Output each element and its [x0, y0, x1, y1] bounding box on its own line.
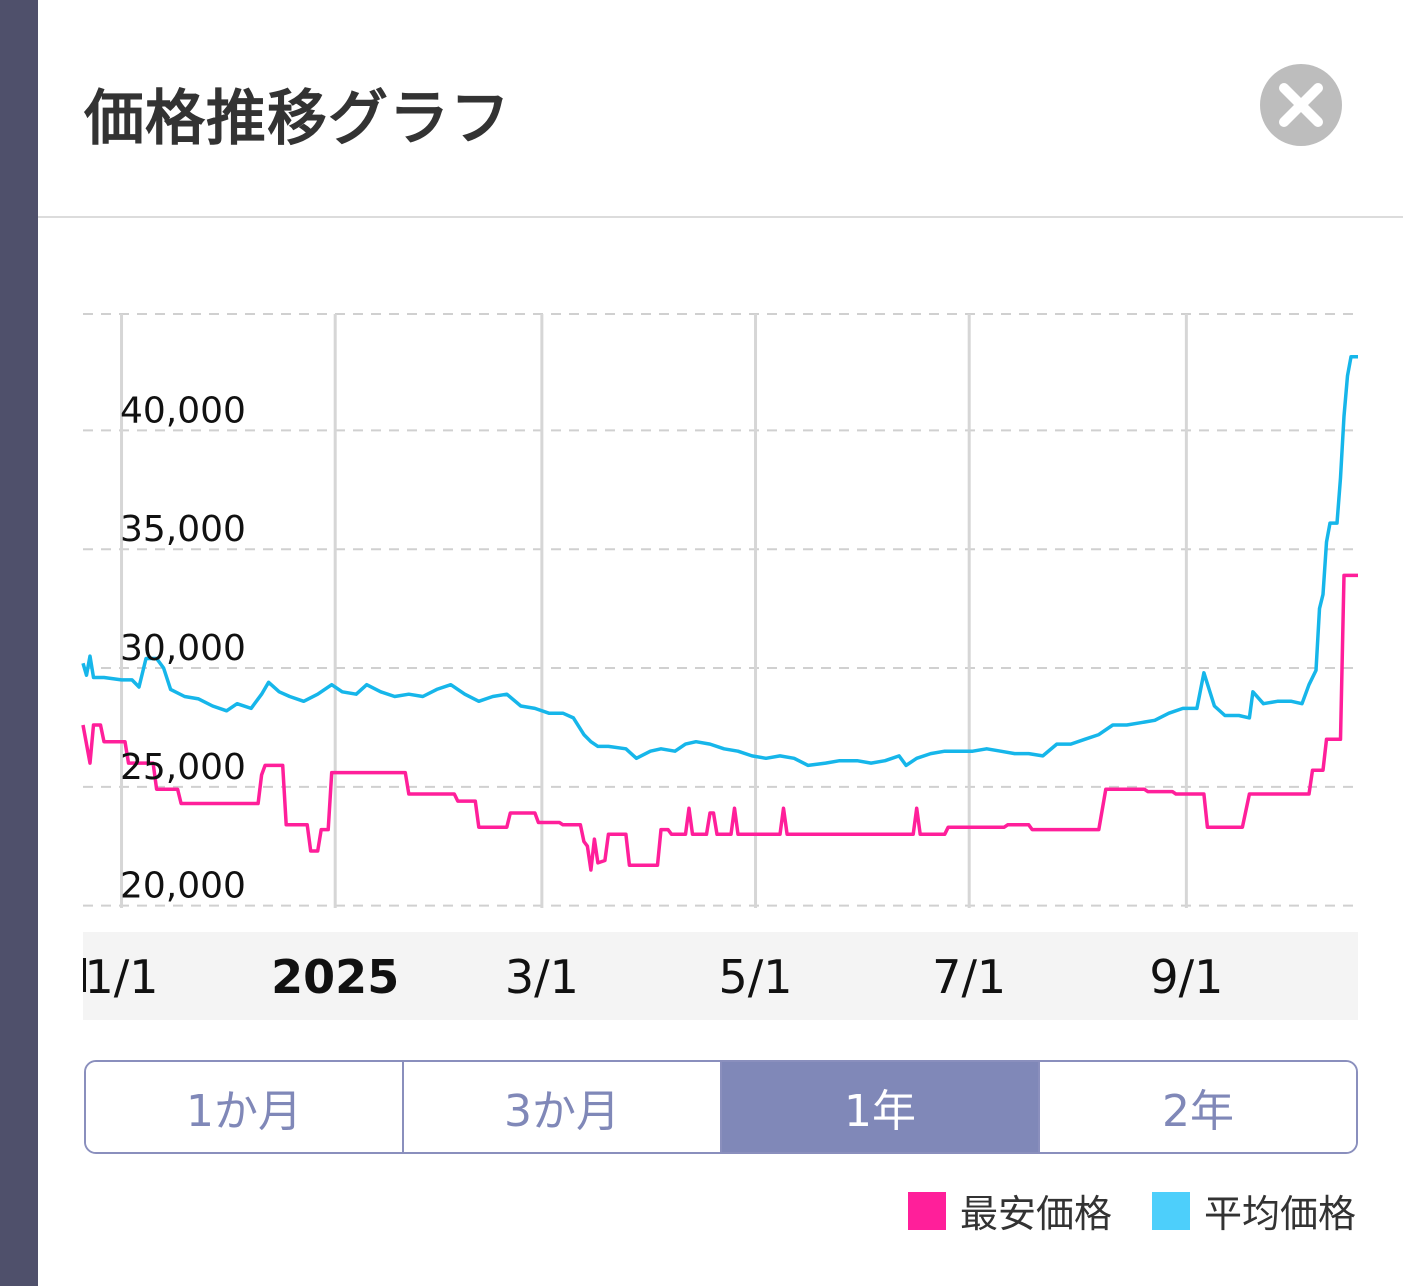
background-overlay-strip [0, 0, 38, 1286]
legend-label-lowest-price: 最安価格 [959, 1192, 1112, 1236]
range-tab-1-year[interactable]: 1年 [722, 1062, 1040, 1152]
x-tick-label: 1/1 [85, 950, 159, 1004]
legend-swatch-lowest-price [907, 1191, 946, 1230]
series-line-average-price [81, 355, 1358, 768]
price-history-dialog: 価格推移グラフ 20,000 25,000 30,000 35,000 40,000 1/… [38, 0, 1403, 1286]
x-tick-label: 9/1 [1149, 950, 1223, 1004]
range-tab-2-years[interactable]: 2年 [1040, 1062, 1356, 1152]
legend-item-lowest-price: 最安価格 [907, 1183, 1112, 1238]
y-tick-label: 40,000 [120, 390, 246, 431]
x-tick-label: 2025 [271, 950, 399, 1004]
legend-swatch-average-price [1151, 1191, 1190, 1230]
y-tick-label: 35,000 [120, 509, 246, 550]
chart-legend: 最安価格 平均価格 [907, 1183, 1356, 1238]
y-tick-label: 25,000 [120, 747, 246, 788]
range-selector: 1か月 3か月 1年 2年 [84, 1060, 1358, 1154]
legend-item-average-price: 平均価格 [1151, 1183, 1356, 1238]
dialog-title: 価格推移グラフ [84, 84, 511, 154]
x-axis-band [83, 932, 1358, 1020]
series-line-lowest-price [81, 573, 1358, 872]
x-axis-edge-mark [83, 958, 86, 992]
close-icon [1279, 83, 1323, 127]
legend-label-average-price: 平均価格 [1203, 1192, 1356, 1236]
x-tick-label: 7/1 [932, 950, 1006, 1004]
x-tick-label: 5/1 [719, 950, 793, 1004]
range-tab-3-months[interactable]: 3か月 [404, 1062, 722, 1152]
price-chart: 20,000 25,000 30,000 35,000 40,000 1/1 2025 3/1… [81, 313, 1358, 1020]
close-button[interactable] [1260, 64, 1342, 146]
dialog-header: 価格推移グラフ [38, 0, 1403, 218]
y-tick-label: 30,000 [120, 628, 246, 669]
x-tick-label: 3/1 [505, 950, 579, 1004]
range-tab-1-month[interactable]: 1か月 [86, 1062, 404, 1152]
y-tick-label: 20,000 [120, 866, 246, 907]
